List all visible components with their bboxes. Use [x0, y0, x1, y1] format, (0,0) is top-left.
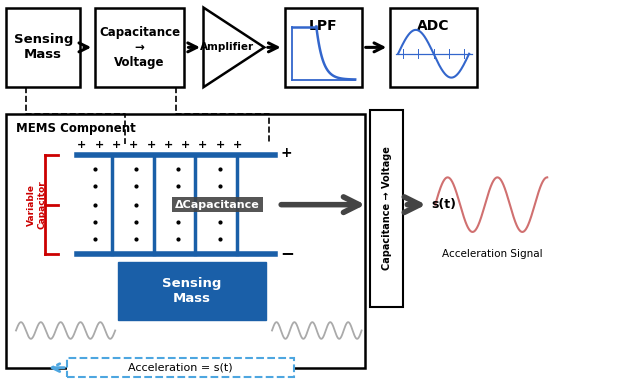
Text: +: +	[233, 140, 242, 150]
FancyBboxPatch shape	[6, 8, 80, 87]
Text: +: +	[147, 140, 156, 150]
FancyBboxPatch shape	[390, 8, 477, 87]
FancyBboxPatch shape	[6, 114, 365, 368]
Text: +: +	[281, 147, 292, 160]
Text: +: +	[112, 140, 121, 150]
Text: LPF: LPF	[309, 19, 337, 33]
Text: +: +	[95, 140, 104, 150]
Text: +: +	[77, 140, 86, 150]
Text: Capacitance → Voltage: Capacitance → Voltage	[381, 147, 392, 270]
FancyBboxPatch shape	[118, 262, 266, 320]
Text: Variable
Capacitor: Variable Capacitor	[28, 180, 47, 229]
Text: +: +	[164, 140, 173, 150]
Text: +: +	[216, 140, 225, 150]
Text: ΔCapacitance: ΔCapacitance	[175, 200, 260, 210]
Text: MEMS Component: MEMS Component	[16, 122, 136, 135]
FancyBboxPatch shape	[370, 110, 403, 307]
Text: Capacitance
→
Voltage: Capacitance → Voltage	[99, 26, 180, 69]
Text: +: +	[129, 140, 138, 150]
Text: +: +	[198, 140, 207, 150]
Text: Amplifier: Amplifier	[200, 42, 253, 52]
Text: +: +	[181, 140, 190, 150]
FancyBboxPatch shape	[67, 358, 294, 377]
Text: Sensing
Mass: Sensing Mass	[13, 33, 73, 61]
Text: Acceleration Signal: Acceleration Signal	[442, 249, 543, 259]
Text: Acceleration = s(t): Acceleration = s(t)	[129, 363, 233, 373]
FancyBboxPatch shape	[285, 8, 362, 87]
Text: ADC: ADC	[417, 19, 450, 33]
Text: s(t): s(t)	[431, 198, 456, 211]
Text: Sensing
Mass: Sensing Mass	[163, 277, 221, 305]
FancyBboxPatch shape	[95, 8, 184, 87]
Text: −: −	[280, 244, 294, 262]
